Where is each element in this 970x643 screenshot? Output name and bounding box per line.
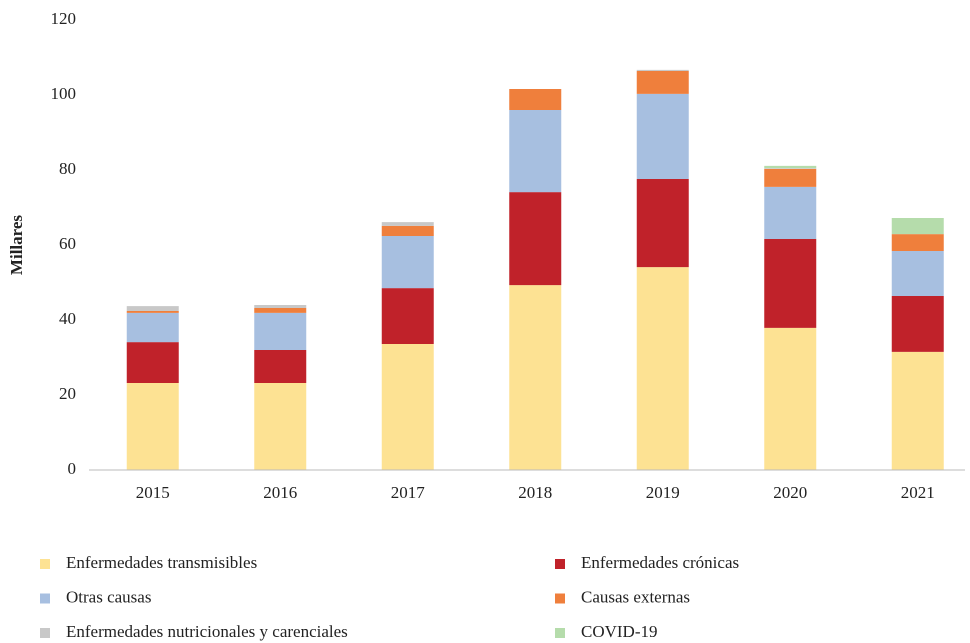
bar-segment [764, 239, 817, 328]
legend-label: Enfermedades crónicas [581, 553, 739, 572]
bar-segment [254, 350, 307, 383]
y-tick-label: 60 [59, 234, 76, 253]
bar-segment [636, 71, 689, 94]
bar-segment [764, 168, 817, 169]
y-axis-label: Millares [7, 215, 26, 275]
x-tick-label: 2017 [391, 483, 426, 502]
bar-segment [509, 285, 562, 470]
legend-swatch [555, 593, 565, 604]
bar-segment [126, 342, 179, 383]
legend-swatch [40, 593, 50, 604]
y-tick-label: 100 [51, 84, 77, 103]
bar-segment [126, 311, 179, 313]
legend-swatch [40, 559, 50, 569]
bar-segment [509, 110, 562, 193]
legend-label: Causas externas [581, 587, 690, 606]
bar-segment [636, 93, 689, 179]
x-tick-label: 2016 [263, 483, 297, 502]
bar-segment [381, 225, 434, 236]
bar-segment [891, 218, 944, 235]
bar-segment [636, 267, 689, 470]
x-tick-label: 2021 [901, 483, 935, 502]
y-tick-label: 40 [59, 309, 76, 328]
bar-segment [254, 312, 307, 350]
bar-segment [764, 186, 817, 239]
legend-swatch [555, 628, 565, 638]
y-tick-label: 0 [68, 459, 77, 478]
x-tick-label: 2019 [646, 483, 680, 502]
bar-segment [891, 234, 944, 251]
bar-segment [381, 344, 434, 470]
y-tick-label: 80 [59, 159, 76, 178]
bar-segment [891, 351, 944, 470]
bar-segment [891, 296, 944, 352]
bar-segment [381, 236, 434, 289]
y-tick-label: 120 [51, 9, 77, 28]
bar-segment [254, 305, 307, 308]
legend-label: Otras causas [66, 587, 151, 606]
bar-segment [764, 165, 817, 169]
legend-swatch [40, 628, 50, 638]
bar-segment [636, 179, 689, 268]
bar-segment [126, 306, 179, 311]
bar-segment [254, 308, 307, 313]
x-tick-label: 2020 [773, 483, 807, 502]
legend-label: Enfermedades nutricionales y carenciales [66, 622, 348, 641]
x-tick-label: 2018 [518, 483, 552, 502]
bar-segment [381, 288, 434, 344]
legend-label: Enfermedades transmisibles [66, 553, 257, 572]
bar-segment [254, 383, 307, 470]
bar-segment [509, 192, 562, 286]
bar-segment [126, 383, 179, 470]
bar-segment [764, 168, 817, 187]
x-tick-label: 2015 [136, 483, 170, 502]
bar-segment [891, 251, 944, 296]
y-tick-label: 20 [59, 384, 76, 403]
bar-segment [636, 69, 689, 71]
bar-segment [509, 89, 562, 110]
bar-segment [381, 222, 434, 226]
bar-segment [126, 312, 179, 343]
legend-label: COVID-19 [581, 622, 658, 641]
bar-segment [764, 327, 817, 470]
legend-swatch [555, 559, 565, 569]
